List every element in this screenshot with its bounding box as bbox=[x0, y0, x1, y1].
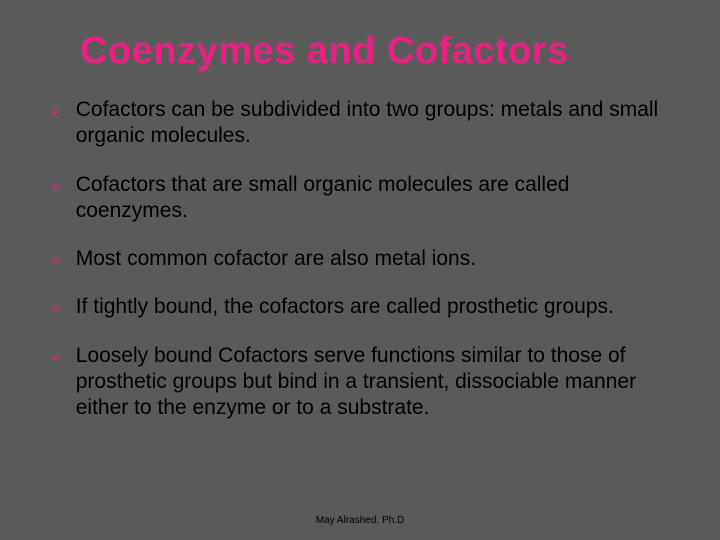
list-item: ➢ Loosely bound Cofactors serve function… bbox=[50, 343, 670, 422]
bullet-text: If tightly bound, the cofactors are call… bbox=[76, 294, 614, 320]
slide-footer: May Alrashed. Ph.D bbox=[0, 515, 720, 526]
bullet-text: Cofactors can be subdivided into two gro… bbox=[76, 97, 670, 150]
bullet-list: ➢ Cofactors can be subdivided into two g… bbox=[50, 97, 670, 421]
list-item: ➢ If tightly bound, the cofactors are ca… bbox=[50, 294, 670, 320]
bullet-text: Cofactors that are small organic molecul… bbox=[76, 172, 670, 225]
chevron-right-icon: ➢ bbox=[50, 252, 62, 269]
chevron-right-icon: ➢ bbox=[50, 349, 62, 366]
bullet-text: Loosely bound Cofactors serve functions … bbox=[76, 343, 670, 422]
slide-title: Coenzymes and Cofactors bbox=[80, 30, 670, 73]
slide-container: Coenzymes and Cofactors ➢ Cofactors can … bbox=[0, 0, 720, 540]
bullet-text: Most common cofactor are also metal ions… bbox=[76, 246, 476, 272]
chevron-right-icon: ➢ bbox=[50, 178, 62, 195]
list-item: ➢ Cofactors that are small organic molec… bbox=[50, 172, 670, 225]
list-item: ➢ Most common cofactor are also metal io… bbox=[50, 246, 670, 272]
chevron-right-icon: ➢ bbox=[50, 300, 62, 317]
list-item: ➢ Cofactors can be subdivided into two g… bbox=[50, 97, 670, 150]
chevron-right-icon: ➢ bbox=[50, 103, 62, 120]
